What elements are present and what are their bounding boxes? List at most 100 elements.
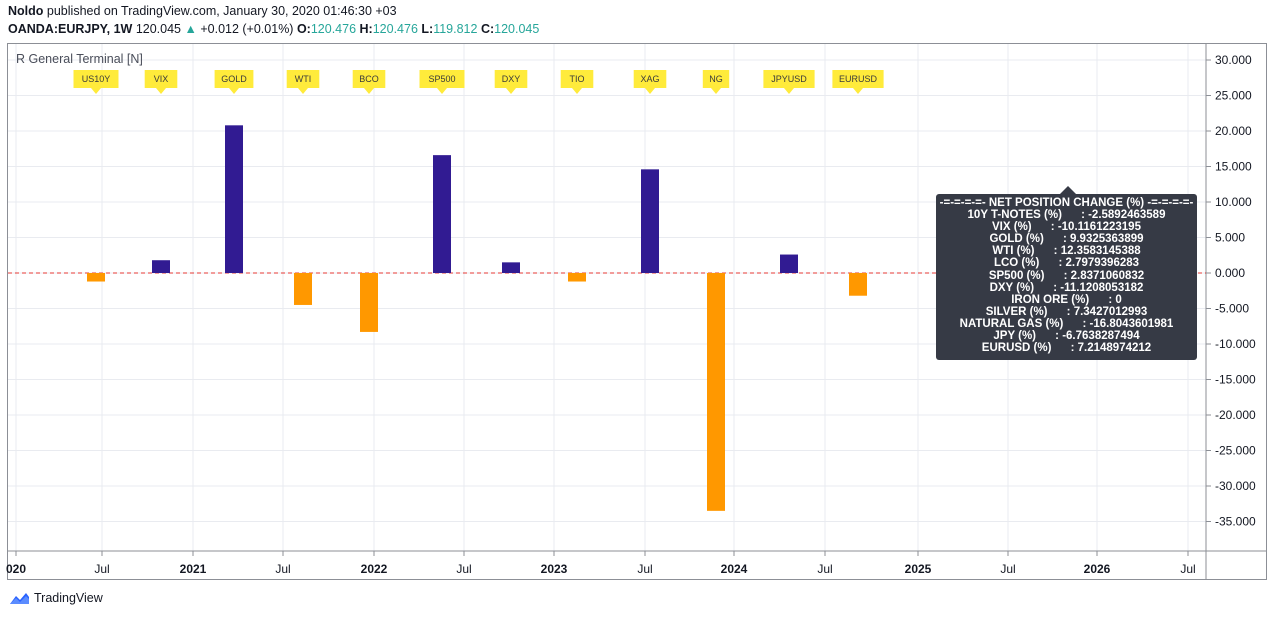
flag-eurusd[interactable]: EURUSD: [832, 70, 884, 94]
author-name[interactable]: Noldo: [8, 4, 44, 18]
flag-label: VIX: [154, 74, 169, 84]
bar-vix: [152, 260, 170, 273]
flag-label: TIO: [570, 74, 585, 84]
flag-label: NG: [709, 74, 723, 84]
y-tick-label: -15.000: [1215, 373, 1256, 387]
y-tick-label: -30.000: [1215, 479, 1256, 493]
bar-dxy: [502, 262, 520, 273]
flag-label: XAG: [640, 74, 659, 84]
flag-shape: [214, 70, 254, 94]
x-tick-label: 2021: [180, 562, 207, 576]
x-tick-label: 020: [6, 562, 26, 576]
publish-text: published on TradingView.com, January 30…: [46, 4, 397, 18]
y-tick-label: 0.000: [1215, 266, 1245, 280]
footer-brand[interactable]: TradingView: [8, 591, 103, 605]
x-tick-label: 2025: [905, 562, 932, 576]
close-value: 120.045: [494, 22, 540, 36]
indicator-title[interactable]: R General Terminal [N]: [16, 52, 143, 66]
flag-vix[interactable]: VIX: [144, 70, 178, 94]
open-value: 120.476: [310, 22, 357, 36]
bar-gold: [225, 125, 243, 273]
low-value: 119.812: [433, 22, 478, 36]
y-tick-label: 30.000: [1215, 53, 1252, 67]
flag-us10y[interactable]: US10Y: [73, 70, 119, 94]
up-arrow-icon: ▲: [184, 22, 197, 36]
flag-tio[interactable]: TIO: [560, 70, 594, 94]
legend-line: OANDA:EURJPY, 1W 120.045 ▲ +0.012 (+0.01…: [8, 22, 539, 36]
flag-gold[interactable]: GOLD: [214, 70, 254, 94]
flag-dxy[interactable]: DXY: [494, 70, 528, 94]
x-tick-label: 2023: [541, 562, 568, 576]
x-tick-label: Jul: [94, 562, 109, 576]
low-label: L:: [421, 22, 434, 36]
y-tick-label: -35.000: [1215, 515, 1256, 529]
flag-label: EURUSD: [839, 74, 878, 84]
tooltip-line: WTI (%) : 12.3583145388: [992, 245, 1141, 258]
flag-sp500[interactable]: SP500: [419, 70, 465, 94]
x-tick-label: Jul: [456, 562, 471, 576]
y-tick-label: -25.000: [1215, 444, 1256, 458]
y-tick-label: 15.000: [1215, 160, 1252, 174]
flag-shape: [560, 70, 594, 94]
y-tick-label: 10.000: [1215, 195, 1252, 209]
flag-shape: [763, 70, 815, 94]
bar-ng: [707, 273, 725, 511]
change-value: +0.012 (+0.01%): [200, 22, 294, 36]
flag-label: GOLD: [221, 74, 247, 84]
flag-shape: [286, 70, 320, 94]
flag-shape: [73, 70, 119, 94]
flag-xag[interactable]: XAG: [633, 70, 667, 94]
tooltip-line: 10Y T-NOTES (%) : -2.5892463589: [967, 209, 1166, 222]
bar-eurusd: [849, 273, 867, 296]
high-value: 120.476: [372, 22, 418, 36]
bar-jpyusd: [780, 254, 798, 273]
x-tick-label: 2026: [1084, 562, 1111, 576]
y-tick-label: 20.000: [1215, 124, 1252, 138]
bar-sp500: [433, 155, 451, 273]
flag-shape: [419, 70, 465, 94]
tooltip-line: NATURAL GAS (%) : -16.8043601981: [959, 317, 1174, 330]
symbol-label[interactable]: OANDA:EURJPY, 1W: [8, 22, 133, 36]
bar-wti: [294, 273, 312, 305]
flag-label: SP500: [428, 74, 455, 84]
tooltip-line: GOLD (%) : 9.9325363899: [989, 233, 1144, 246]
bar-tio: [568, 273, 586, 282]
flag-shape: [702, 70, 730, 94]
bar-us10y: [87, 273, 105, 282]
flag-bco[interactable]: BCO: [352, 70, 386, 94]
price-value: 120.045: [135, 22, 181, 36]
x-tick-label: Jul: [637, 562, 652, 576]
flag-shape: [832, 70, 884, 94]
y-tick-label: 25.000: [1215, 89, 1252, 103]
x-tick-label: 2022: [361, 562, 388, 576]
x-tick-label: Jul: [1000, 562, 1015, 576]
tooltip-line: LCO (%) : 2.7979396283: [993, 257, 1140, 270]
tooltip-line: -=-=-=-=- NET POSITION CHANGE (%) -=-=-=…: [939, 197, 1194, 209]
net-position-tooltip: -=-=-=-=- NET POSITION CHANGE (%) -=-=-=…: [936, 194, 1197, 360]
flag-shape: [494, 70, 528, 94]
y-tick-label: -5.000: [1215, 302, 1249, 316]
chart-frame: [7, 43, 1267, 580]
publish-info: Noldo published on TradingView.com, Janu…: [8, 4, 397, 18]
flag-label: BCO: [359, 74, 379, 84]
bar-bco: [360, 273, 378, 332]
y-tick-label: -10.000: [1215, 337, 1256, 351]
x-tick-label: 2024: [721, 562, 748, 576]
flag-wti[interactable]: WTI: [286, 70, 320, 94]
tooltip-line: IRON ORE (%) : 0: [1011, 293, 1122, 306]
tradingview-cloud-icon: [10, 593, 29, 604]
open-label: O:: [296, 22, 311, 36]
flag-label: JPYUSD: [771, 74, 807, 84]
tooltip-line: SP500 (%) : 2.8371060832: [988, 269, 1145, 282]
tooltip-line: VIX (%) : -10.1161223195: [992, 221, 1141, 234]
bar-xag: [641, 169, 659, 273]
flag-label: WTI: [295, 74, 312, 84]
y-tick-label: 5.000: [1215, 231, 1245, 245]
x-tick-label: Jul: [275, 562, 290, 576]
tooltip-arrow: [1060, 186, 1076, 194]
y-tick-label: -20.000: [1215, 408, 1256, 422]
tooltip-line: DXY (%) : -11.1208053182: [989, 281, 1144, 294]
flag-jpyusd[interactable]: JPYUSD: [763, 70, 815, 94]
flag-ng[interactable]: NG: [702, 70, 730, 94]
